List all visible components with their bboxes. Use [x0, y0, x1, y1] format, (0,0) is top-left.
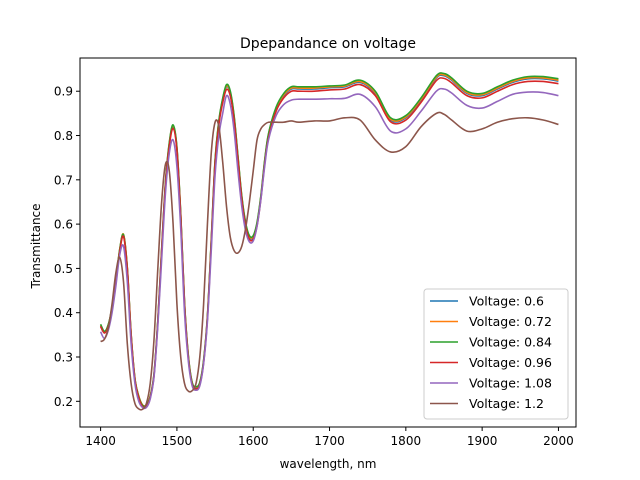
- legend-box: [423, 288, 569, 420]
- x-tick-label: 1400: [85, 434, 116, 448]
- x-axis-label: wavelength, nm: [280, 457, 377, 471]
- y-tick-label: 0.9: [54, 85, 73, 99]
- x-tick-label: 1600: [238, 434, 269, 448]
- x-axis-ticks: 1400 1500 1600 1700 1800 1900 2000: [85, 427, 574, 448]
- y-tick-label: 0.8: [54, 129, 73, 143]
- x-tick-label: 1700: [314, 434, 345, 448]
- legend-label-2: Voltage: 0.72: [469, 314, 552, 329]
- series-line-6: [100, 111, 559, 411]
- y-tick-label: 0.2: [54, 395, 73, 409]
- legend-label-3: Voltage: 0.84: [469, 335, 552, 350]
- x-tick-label: 1800: [391, 434, 422, 448]
- x-tick-label: 1500: [162, 434, 193, 448]
- legend-label-4: Voltage: 0.96: [469, 355, 552, 370]
- y-tick-label: 0.3: [54, 351, 73, 365]
- y-axis-ticks: 0.2 0.3 0.4 0.5 0.6 0.7 0.8 0.9: [54, 85, 80, 409]
- plot-frame: [79, 57, 577, 428]
- y-tick-label: 0.5: [54, 262, 73, 276]
- chart-title: Dpepandance on voltage: [240, 36, 416, 52]
- legend-label-1: Voltage: 0.6: [469, 294, 544, 309]
- y-tick-label: 0.4: [54, 306, 73, 320]
- y-axis-label: Transmittance: [29, 203, 43, 289]
- series-lines: [99, 72, 559, 411]
- x-tick-label: 2000: [543, 434, 574, 448]
- legend: Voltage: 0.6 Voltage: 0.72 Voltage: 0.84 Vo…: [423, 288, 569, 420]
- x-tick-label: 1900: [467, 434, 498, 448]
- legend-label-5: Voltage: 1.08: [469, 376, 552, 391]
- y-tick-label: 0.7: [54, 173, 73, 187]
- legend-label-6: Voltage: 1.2: [469, 396, 544, 411]
- y-tick-label: 0.6: [54, 218, 73, 232]
- series-line-5: [99, 87, 559, 410]
